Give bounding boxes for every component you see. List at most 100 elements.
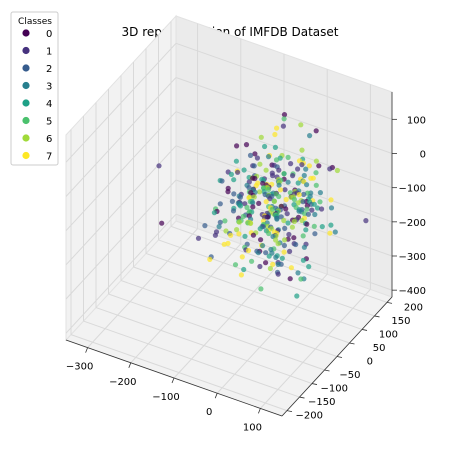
x-tick-label: 100 xyxy=(243,422,262,433)
scatter-point xyxy=(273,237,279,243)
scatter-point xyxy=(282,187,288,193)
scatter-point xyxy=(274,125,280,131)
scatter-point xyxy=(257,263,263,270)
scatter-point xyxy=(306,264,312,270)
scatter-point xyxy=(317,190,323,196)
scatter-point xyxy=(266,230,272,237)
scatter-point xyxy=(258,134,264,140)
scatter-point xyxy=(229,198,235,204)
scatter-point xyxy=(278,214,284,220)
scatter-point xyxy=(228,171,234,177)
scatter-point xyxy=(267,265,273,272)
y-tick-mark xyxy=(361,329,368,331)
scatter-point xyxy=(296,192,302,198)
scatter-point xyxy=(242,201,248,207)
grid-line xyxy=(145,252,363,330)
grid-line xyxy=(65,111,177,232)
z-tick-label: −100 xyxy=(399,184,426,195)
scatter-point xyxy=(282,225,288,231)
scatter-point xyxy=(228,232,234,238)
scatter-point xyxy=(314,205,321,211)
scatter-point xyxy=(294,293,300,299)
scatter-point xyxy=(273,254,279,260)
scatter-point xyxy=(291,218,297,225)
scatter-point xyxy=(303,166,309,172)
grid-line xyxy=(65,179,177,300)
scatter-point xyxy=(327,166,333,172)
scatter-point xyxy=(298,122,304,128)
scatter-point xyxy=(304,182,310,188)
scatter-point xyxy=(243,142,250,148)
legend-marker xyxy=(22,116,30,125)
scatter-point xyxy=(257,161,263,167)
scatter-point xyxy=(244,204,250,211)
scatter-point xyxy=(277,187,284,193)
scatter-point xyxy=(332,229,338,235)
y-tick-label: −200 xyxy=(296,411,323,422)
grid-line xyxy=(70,334,288,412)
scatter-point xyxy=(270,261,276,267)
scatter-point xyxy=(299,162,305,168)
scatter-point xyxy=(262,143,268,150)
scatter-point xyxy=(287,190,293,196)
x-tick-mark xyxy=(85,347,88,353)
scatter-point xyxy=(242,233,248,239)
scatter-point xyxy=(223,228,229,234)
scatter-point xyxy=(251,163,257,169)
scatter-point xyxy=(231,177,237,183)
scatter-point xyxy=(288,265,294,271)
scatter-point xyxy=(236,219,242,225)
y-tick-label: 200 xyxy=(404,302,423,313)
scatter-point xyxy=(283,196,289,203)
scatter-point xyxy=(249,258,255,264)
scatter-point xyxy=(300,257,306,263)
y-tick-mark xyxy=(311,383,318,385)
scatter-point xyxy=(241,266,247,273)
scatter-point xyxy=(303,227,309,233)
x-tick-mark xyxy=(258,408,261,414)
y-tick-mark xyxy=(336,356,343,358)
scatter-point xyxy=(250,200,256,206)
scatter-point xyxy=(295,180,301,186)
legend-label: 3 xyxy=(46,82,52,93)
scatter-point xyxy=(221,241,227,247)
legend-label: 1 xyxy=(46,47,52,58)
scatter-point xyxy=(272,131,278,138)
scatter-point xyxy=(327,230,333,236)
scatter-point xyxy=(293,241,299,248)
scatter-point xyxy=(316,163,322,169)
scatter-point xyxy=(305,211,311,217)
scatter-point xyxy=(230,208,237,214)
legend-marker xyxy=(22,46,30,55)
scatter-point xyxy=(282,237,288,243)
scatter-point xyxy=(298,276,304,282)
z-tick-label: −400 xyxy=(399,286,426,297)
scatter-point xyxy=(299,217,305,224)
scatter-point xyxy=(299,147,305,153)
scatter-point xyxy=(225,189,231,195)
scatter-point xyxy=(285,154,291,160)
scatter-point xyxy=(308,175,314,181)
legend-marker xyxy=(22,29,30,37)
scatter-point xyxy=(236,231,242,237)
scatter-point xyxy=(238,272,244,278)
scatter-point xyxy=(207,256,213,262)
scatter-point xyxy=(251,194,257,200)
scatter-point xyxy=(266,186,272,192)
scatter-point xyxy=(263,199,269,205)
scatter-point xyxy=(291,235,297,241)
scatter-point xyxy=(275,271,281,277)
scatter-point xyxy=(312,231,318,237)
scatter-point xyxy=(255,250,261,256)
scatter-point xyxy=(290,173,296,179)
scatter-point xyxy=(246,185,252,191)
scatter-point xyxy=(281,116,287,122)
scatter-point xyxy=(257,226,263,232)
scatter-point xyxy=(263,260,269,266)
scatter-point xyxy=(281,242,287,249)
scatter-point xyxy=(247,152,254,158)
scatter-point xyxy=(311,201,317,207)
scatter-point xyxy=(275,261,281,267)
scatter-point xyxy=(313,170,319,176)
y-tick-mark xyxy=(386,302,393,304)
